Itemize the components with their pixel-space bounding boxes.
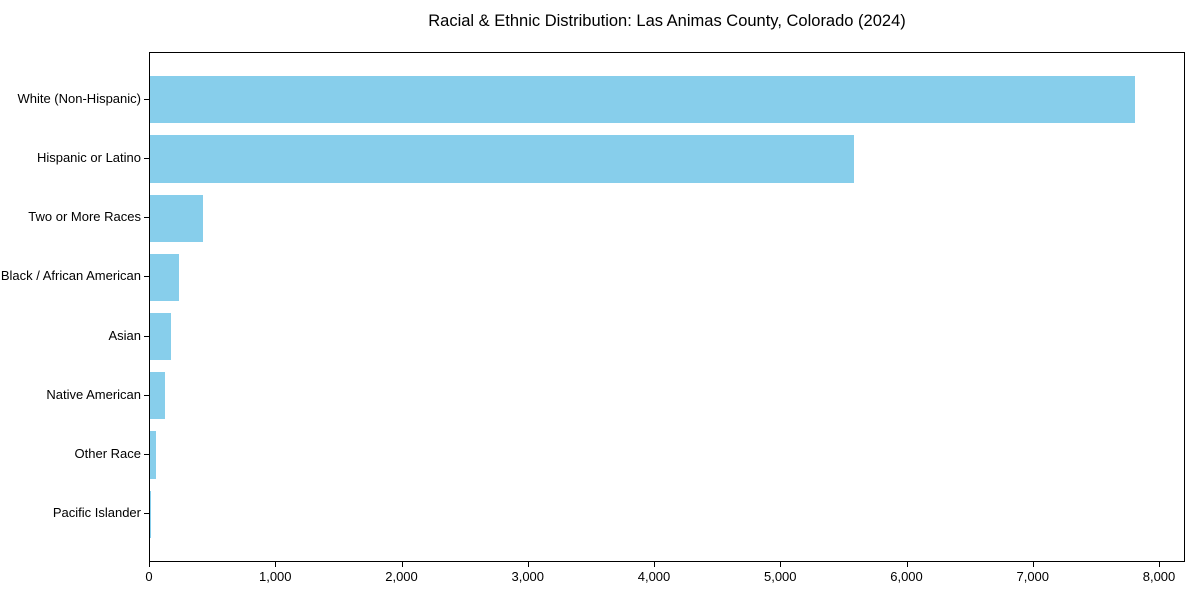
- y-tick-mark: [144, 98, 149, 100]
- bar: [150, 194, 204, 242]
- x-tick-mark: [527, 562, 529, 567]
- bar: [150, 312, 172, 361]
- x-tick-mark: [401, 562, 403, 567]
- category-label: Hispanic or Latino: [36, 149, 141, 165]
- x-tick-mark: [1032, 562, 1034, 567]
- category-label: Pacific Islander: [52, 505, 141, 521]
- bar: [150, 431, 157, 479]
- y-tick-mark: [144, 157, 149, 159]
- x-tick-label: 8,000: [1142, 569, 1176, 584]
- y-tick-mark: [144, 394, 149, 396]
- x-tick-label: 4,000: [637, 569, 671, 584]
- y-tick-mark: [144, 217, 149, 219]
- x-tick-mark: [906, 562, 908, 567]
- x-tick-label: 1,000: [258, 569, 292, 584]
- chart-title: Racial & Ethnic Distribution: Las Animas…: [428, 12, 906, 30]
- x-tick-label: 6,000: [890, 569, 923, 584]
- y-tick-mark: [144, 335, 149, 337]
- y-tick-mark: [144, 513, 149, 515]
- bar: [150, 76, 1135, 124]
- category-label: White (Non-Hispanic): [17, 90, 141, 106]
- bar: [150, 253, 180, 302]
- plot-area: [149, 52, 1185, 562]
- category-label: Black / African American: [0, 268, 141, 284]
- category-label: Other Race: [74, 446, 141, 462]
- x-tick-label: 2,000: [385, 569, 418, 584]
- y-tick-mark: [144, 454, 149, 456]
- bar: [150, 372, 166, 420]
- x-tick-mark: [149, 562, 150, 567]
- category-label: Asian: [108, 327, 141, 343]
- x-tick-mark: [654, 562, 655, 567]
- x-tick-label: 7,000: [1016, 569, 1050, 584]
- bar: [150, 135, 855, 183]
- x-tick-label: 5,000: [763, 569, 797, 584]
- x-tick-label: 0: [145, 569, 153, 584]
- bar: [150, 490, 151, 538]
- y-tick-mark: [144, 276, 149, 278]
- x-tick-label: 3,000: [511, 569, 545, 584]
- x-tick-mark: [275, 562, 277, 567]
- category-label: Two or More Races: [28, 209, 141, 225]
- category-label: Native American: [46, 386, 141, 402]
- x-tick-mark: [780, 562, 782, 567]
- x-tick-mark: [1159, 562, 1160, 567]
